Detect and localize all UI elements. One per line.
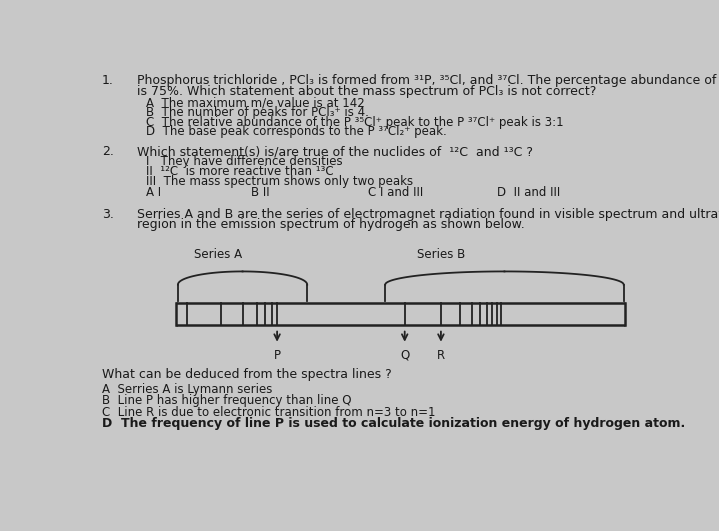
Text: B  The number of peaks for PCl₃⁺ is 4.: B The number of peaks for PCl₃⁺ is 4. [145,106,368,119]
Text: B II: B II [252,186,270,199]
Text: region in the emission spectrum of hydrogen as shown below.: region in the emission spectrum of hydro… [137,218,525,232]
Text: Serries A and B are the series of electromagnet radiation found in visible spect: Serries A and B are the series of electr… [137,208,719,221]
Text: What can be deduced from the spectra lines ?: What can be deduced from the spectra lin… [102,369,392,381]
Text: Series A: Series A [194,248,242,261]
Text: 1.: 1. [102,74,114,87]
Text: II  ¹²C  is more reactive than ¹³C: II ¹²C is more reactive than ¹³C [145,165,333,178]
Text: C I and III: C I and III [368,186,423,199]
Text: P: P [274,349,280,362]
Text: Phosphorus trichloride , PCl₃ is formed from ³¹P, ³⁵Cl, and ³⁷Cl. The percentage: Phosphorus trichloride , PCl₃ is formed … [137,74,719,87]
Text: D  The base peak corresponds to the P ³⁷Cl₂⁺ peak.: D The base peak corresponds to the P ³⁷C… [145,125,446,139]
Text: 2.: 2. [102,145,114,158]
Text: B  Line P has higher frequency than line Q: B Line P has higher frequency than line … [102,394,352,407]
Text: A I: A I [145,186,161,199]
Text: A  The maximum m/e value is at 142: A The maximum m/e value is at 142 [145,96,365,109]
Text: C  The relative abundance of the P ³⁵Cl⁺ peak to the P ³⁷Cl⁺ peak is 3:1: C The relative abundance of the P ³⁵Cl⁺ … [145,116,563,129]
Text: Q: Q [400,349,409,362]
Text: A  Serries A is Lymann series: A Serries A is Lymann series [102,383,273,396]
Text: D  The frequency of line P is used to calculate ionization energy of hydrogen at: D The frequency of line P is used to cal… [102,417,685,430]
Text: C  Line R is due to electronic transition from n=3 to n=1: C Line R is due to electronic transition… [102,406,436,418]
Text: is 75%. Which statement about the mass spectrum of PCl₃ is not correct?: is 75%. Which statement about the mass s… [137,85,597,98]
Text: R: R [437,349,445,362]
Text: III  The mass spectrum shows only two peaks: III The mass spectrum shows only two pea… [145,175,413,188]
Text: D  II and III: D II and III [497,186,560,199]
Text: Series B: Series B [417,248,465,261]
Text: I   They have difference densities: I They have difference densities [145,155,342,168]
Text: 3.: 3. [102,208,114,221]
Text: Which statement(s) is/are true of the nuclides of  ¹²C  and ¹³C ?: Which statement(s) is/are true of the nu… [137,145,533,158]
